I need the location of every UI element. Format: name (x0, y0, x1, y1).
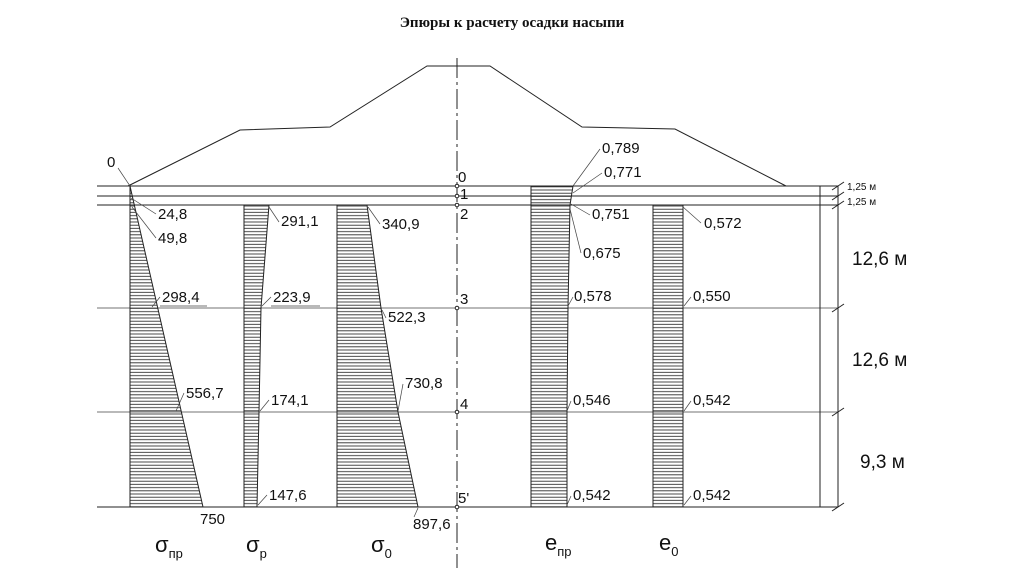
sigma-pr-value-1: 24,8 (158, 206, 187, 223)
leader (130, 197, 157, 215)
sigma-0-value-3: 522,3 (388, 309, 426, 326)
sigma-p-label: σр (246, 532, 267, 561)
e-0-value-4: 0,542 (693, 392, 731, 409)
thickness-label-1: 1,25 м (847, 182, 876, 193)
leader (682, 206, 702, 224)
leader (413, 507, 419, 518)
thickness-label-5: 9,3 м (860, 452, 905, 473)
leader (381, 309, 387, 319)
e-pr-value-3: 0,578 (574, 288, 612, 305)
e-pr-value-2a: 0,751 (592, 206, 630, 223)
leader (367, 206, 381, 225)
leader (572, 148, 601, 187)
node-label-0: 0 (458, 169, 466, 186)
leader (268, 206, 280, 223)
e-pr-epure (530, 185, 574, 508)
sigma-pr-value-4: 556,7 (186, 385, 224, 402)
dimension-ticks (831, 181, 845, 512)
leader (683, 296, 692, 307)
e-pr-value-1: 0,771 (604, 164, 642, 181)
e-pr-value-2b: 0,675 (583, 245, 621, 262)
node-label-3: 3 (460, 291, 468, 308)
sigma-0-value-2: 340,9 (382, 216, 420, 233)
sigma-0-value-4: 730,8 (405, 375, 443, 392)
leader (259, 399, 270, 412)
sigma-pr-value-2: 49,8 (158, 230, 187, 247)
sigma-pr-label: σпр (155, 532, 183, 561)
thickness-label-3: 12,6 м (852, 249, 907, 270)
embankment-outline (127, 65, 787, 187)
e-0-value-2: 0,572 (704, 215, 742, 232)
sigma-0-label-sub: 0 (385, 546, 392, 561)
sigma-p-value-2: 291,1 (281, 213, 319, 230)
leader (566, 495, 572, 506)
leader (566, 400, 572, 412)
sigma-0-label: σ0 (371, 532, 392, 561)
sigma-p-value-3: 223,9 (273, 289, 311, 306)
sigma-0-label-main: σ (371, 532, 385, 557)
leader (570, 203, 591, 216)
thickness-label-2: 1,25 м (847, 197, 876, 208)
sigma-p-value-4: 174,1 (271, 392, 309, 409)
thickness-label-4: 12,6 м (852, 350, 907, 371)
e-pr-label-main: е (545, 530, 557, 555)
sigma-pr-label-sub: пр (169, 546, 183, 561)
e-0-label: е0 (659, 530, 678, 559)
e-0-value-3: 0,550 (693, 288, 731, 305)
e-0-value-5: 0,542 (693, 487, 731, 504)
sigma-pr-epure (129, 185, 204, 508)
leader (257, 494, 268, 506)
e-pr-label: епр (545, 530, 572, 559)
sigma-pr-value-5: 750 (200, 511, 225, 528)
node-label-2: 2 (460, 206, 468, 223)
node-label-5: 5' (458, 490, 469, 507)
e-0-epure (652, 204, 684, 508)
e-pr-value-0: 0,789 (602, 140, 640, 157)
node-label-1: 1 (460, 186, 468, 203)
diagram-title: Эпюры к расчету осадки насыпи (400, 15, 625, 31)
leader (175, 392, 185, 412)
sigma-p-epure (243, 204, 270, 508)
sigma-0-value-5: 897,6 (413, 516, 451, 533)
sigma-pr-label-main: σ (155, 532, 169, 557)
e-pr-value-5: 0,542 (573, 487, 611, 504)
leader (151, 296, 161, 308)
node-label-4: 4 (460, 396, 468, 413)
leader (683, 400, 692, 412)
sigma-pr-value-0: 0 (107, 154, 115, 171)
e-0-label-main: е (659, 530, 671, 555)
leader (569, 208, 582, 254)
leader (567, 296, 574, 307)
axis-node-markers (454, 183, 460, 510)
e-pr-value-4: 0,546 (573, 392, 611, 409)
e-0-label-sub: 0 (671, 544, 678, 559)
sigma-0-epure (336, 204, 419, 508)
sigma-p-label-sub: р (260, 546, 267, 561)
leader (131, 206, 157, 239)
leader (572, 172, 603, 194)
leader (261, 296, 272, 307)
sigma-p-value-5: 147,6 (269, 487, 307, 504)
e-pr-label-sub: пр (557, 544, 571, 559)
sigma-pr-value-3: 298,4 (162, 289, 200, 306)
sigma-p-label-main: σ (246, 532, 260, 557)
leader (397, 383, 404, 412)
leader (117, 167, 131, 187)
leader (683, 495, 692, 506)
